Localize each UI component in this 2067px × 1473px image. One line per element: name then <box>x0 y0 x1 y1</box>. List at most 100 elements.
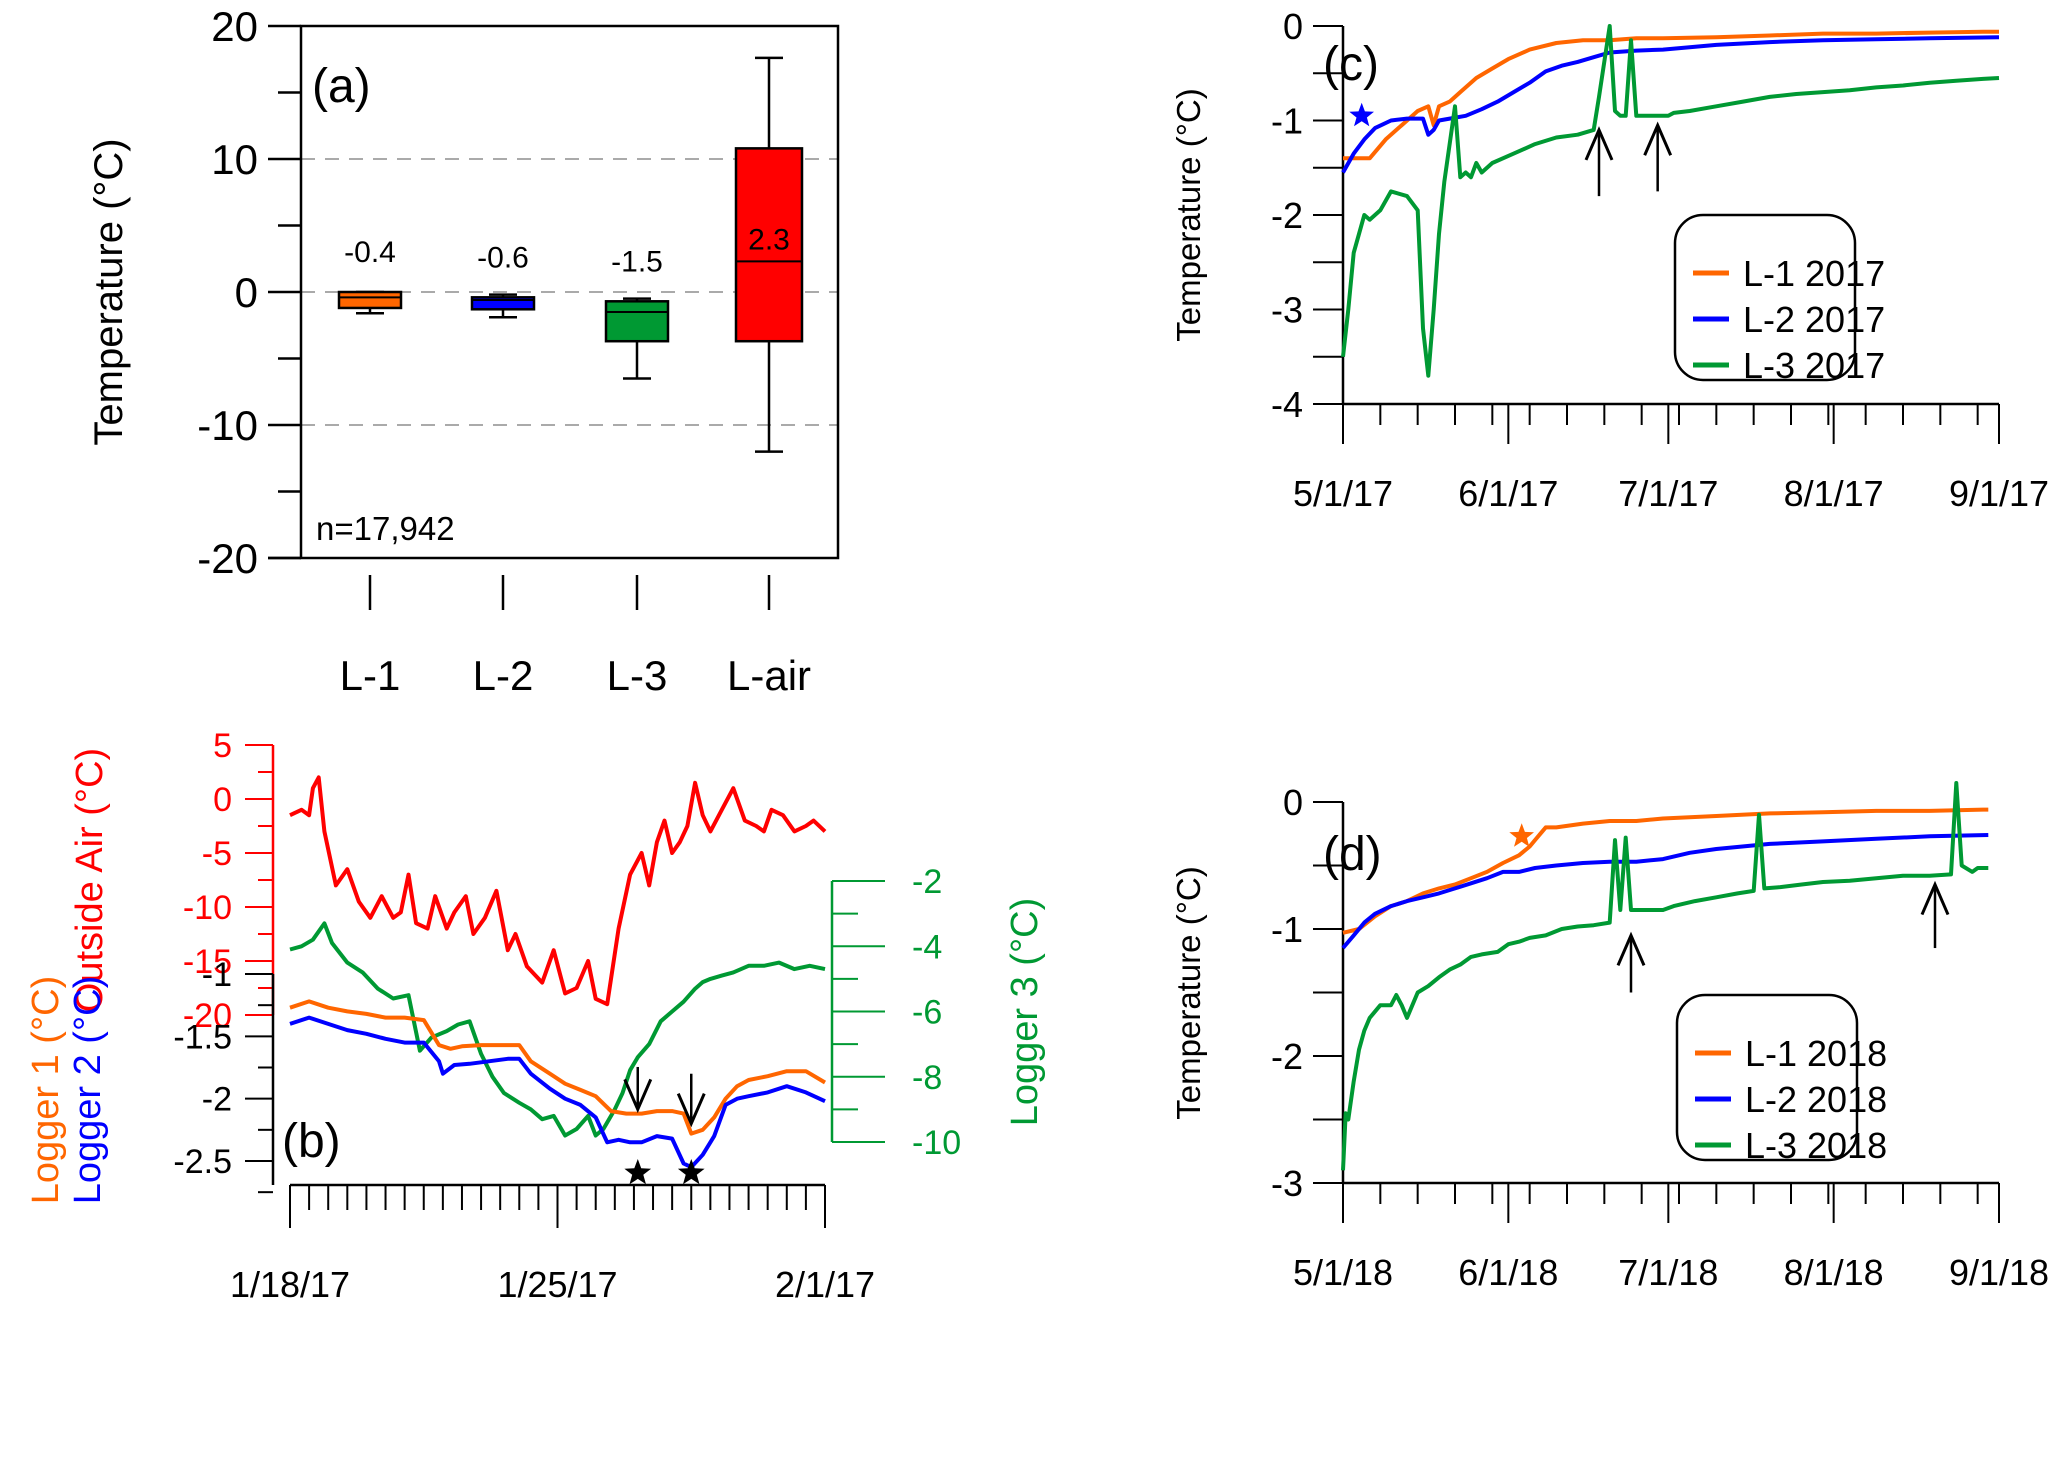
logger12-axis: -1 -1.5 -2 -2.5 <box>173 956 275 1194</box>
y-tick-label: -10 <box>197 402 258 449</box>
y-tick-label: 10 <box>211 136 258 183</box>
annotation-arrow-1-head <box>623 1078 653 1114</box>
logger3-axis: -2 -4 -6 -8 -10 <box>830 863 961 1162</box>
legend-entry: L-3 2017 <box>1743 345 1885 386</box>
box-l-2: -0.6 <box>470 241 536 319</box>
panel-b-logger3-axis-label: Logger 3 (°C) <box>1004 898 1046 1127</box>
x-tick-label: L-1 <box>340 652 401 699</box>
x-tick-label: 5/1/18 <box>1293 1252 1393 1293</box>
x-tick-label: 1/25/17 <box>497 1264 617 1305</box>
legend-entry: L-3 2018 <box>1745 1125 1887 1166</box>
air-axis: 5 0 -5 -10 -15 -20 <box>183 727 275 1035</box>
x-tick-label: 6/1/18 <box>1458 1252 1558 1293</box>
series-l-3-2017 <box>1341 24 2000 378</box>
logger3-tick-label: -4 <box>912 928 942 966</box>
x-tick-label: 8/1/17 <box>1784 473 1884 514</box>
logger3-tick-label: -10 <box>912 1124 961 1162</box>
air-tick-label: -20 <box>183 997 232 1035</box>
annotation-arrow-2-head <box>1920 880 1950 916</box>
x-tick-label: L-3 <box>607 652 668 699</box>
y-tick-label: 0 <box>1283 782 1303 823</box>
box-l-1: -0.4 <box>337 236 403 315</box>
x-tick-label: 9/1/17 <box>1949 473 2049 514</box>
annotation-arrow-2 <box>676 1073 706 1128</box>
panel-a-y-axis: -20 -10 0 10 20 <box>197 3 301 582</box>
panel-b-timeseries: 50-5-10-15-20-2-4-6-8-10-1-1.5-2-2.51/18… <box>25 727 1046 1305</box>
y-tick-label: -4 <box>1271 384 1303 425</box>
box-l-3: -1.5 <box>604 245 670 380</box>
legend-entry: L-1 2017 <box>1743 253 1885 294</box>
series-l-3-2018 <box>1341 781 1989 1171</box>
y-tick-label: -1 <box>1271 909 1303 950</box>
air-tick-label: 0 <box>213 781 232 819</box>
x-tick-label: 5/1/17 <box>1293 473 1393 514</box>
series-outside-air <box>289 775 827 1007</box>
y-tick-label: -20 <box>197 535 258 582</box>
panel-a-boxplot: -20 -10 0 10 20 -0.4 -0.6 -1.5 2.3 L-1 L-2 L-3 L-a… <box>87 3 840 699</box>
box-iqr <box>337 290 403 310</box>
box-iqr <box>470 296 536 311</box>
legend-entry: L-1 2018 <box>1745 1033 1887 1074</box>
logger3-tick-label: -2 <box>912 863 942 901</box>
panel-a-label: (a) <box>312 60 371 113</box>
panel-d-timeseries-2018: 0 -1 -2 -3 5/1/18 6/1/18 7/1/18 8/1/18 9/1/18 (d… <box>1170 781 2049 1293</box>
air-tick-label: -15 <box>183 943 232 981</box>
logger1-axis-label: Logger 1 (°C) <box>25 976 67 1205</box>
logger3-tick-label: -6 <box>912 994 942 1032</box>
panel-a-y-label: Temperature (°C) <box>87 138 131 445</box>
x-tick-label: L-2 <box>473 652 534 699</box>
box-iqr <box>734 147 804 343</box>
series-logger-1 <box>289 999 827 1136</box>
median-label: -0.6 <box>477 241 529 274</box>
panel-a-x-axis: L-1 L-2 L-3 L-air <box>340 575 811 699</box>
y-tick-label: -3 <box>1271 290 1303 331</box>
y-tick-label: -2 <box>1271 195 1303 236</box>
series-l-1-2017 <box>1343 29 1999 161</box>
annotation-arrow-2-head <box>1643 121 1673 156</box>
panel-c-legend: L-1 2017 L-2 2017 L-3 2017 <box>1673 213 1885 386</box>
y-tick-label: -1 <box>1271 101 1303 142</box>
x-tick-label: 6/1/17 <box>1458 473 1558 514</box>
air-tick-label: -5 <box>202 835 232 873</box>
series-l-1-2018 <box>1342 807 1989 935</box>
y-tick-label: 0 <box>235 269 258 316</box>
panel-d-legend: L-1 2018 L-2 2018 L-3 2018 <box>1675 993 1887 1166</box>
air-tick-label: -10 <box>183 889 232 927</box>
y-tick-label: 0 <box>1283 6 1303 47</box>
annotation-arrow-1-head <box>1584 126 1614 161</box>
x-tick-label: 2/1/17 <box>775 1264 875 1305</box>
panel-b-logger12-axis-label: Logger 1 (°C) <box>25 976 67 1205</box>
annotation-arrow-1 <box>1584 126 1614 197</box>
logger12-tick-label: -1.5 <box>173 1018 232 1056</box>
x-tick-label: 1/18/17 <box>230 1264 350 1305</box>
annotation-arrow-1 <box>1616 931 1646 993</box>
x-tick-label: 7/1/17 <box>1618 473 1718 514</box>
median-label: 2.3 <box>748 223 790 256</box>
series-logger-3 <box>289 921 826 1138</box>
panel-b-label: (b) <box>282 1115 341 1168</box>
panel-c-label: (c) <box>1323 38 1379 91</box>
panel-b-x-axis: 1/18/17 1/25/17 2/1/17 <box>230 1183 875 1305</box>
panel-c-y-label: Temperature (°C) <box>1170 88 1207 341</box>
annotation-arrow-2-head <box>676 1093 706 1128</box>
y-tick-label: -2 <box>1271 1036 1303 1077</box>
series-l-2-2017 <box>1341 35 2000 174</box>
annotation-arrow-2 <box>1643 121 1673 192</box>
box-l-air: 2.3 <box>734 56 804 453</box>
star-marker-1 <box>1349 102 1374 127</box>
panel-c-timeseries-2017: 0-1-2-3-45/1/17 6/1/17 7/1/17 8/1/17 9/1/17 … <box>1170 6 2049 514</box>
x-tick-label: 9/1/18 <box>1949 1252 2049 1293</box>
panel-d-y-label: Temperature (°C) <box>1170 866 1207 1119</box>
logger3-tick-label: -8 <box>912 1059 942 1097</box>
panel-b-logger2-axis-label: Logger 2 (°C) <box>67 976 109 1205</box>
series-l-2-2018 <box>1341 833 1989 950</box>
series-logger-2 <box>289 1015 826 1170</box>
air-tick-label: 5 <box>213 727 232 765</box>
panel-a-n-annotation: n=17,942 <box>316 510 455 547</box>
annotation-arrow-1 <box>623 1066 653 1114</box>
legend-entry: L-2 2017 <box>1743 299 1885 340</box>
x-tick-label: L-air <box>727 652 811 699</box>
median-label: -1.5 <box>611 245 663 278</box>
annotation-arrow-1-head <box>1616 931 1646 966</box>
